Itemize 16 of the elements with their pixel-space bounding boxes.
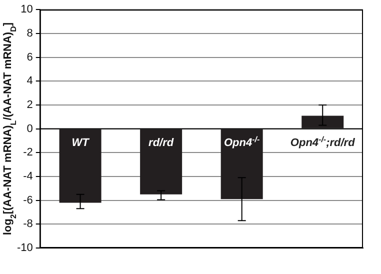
y-tick-label: 8 [26,27,33,40]
x-tick-label: Opn4-/- [224,134,260,149]
y-tick-label: -4 [23,170,33,183]
x-tick-label: WT [72,136,90,149]
x-tick-label: Opn4-/-;rd/rd [290,134,356,149]
y-tick-label: -6 [23,194,33,206]
y-tick-label: -8 [23,218,33,230]
y-tick-label: -10 [16,242,33,254]
y-axis-title: log2[(AA-NAT mRNA)L/(AA-NAT mRNA)D] [2,22,18,236]
y-tick-label: 10 [20,4,33,16]
y-tick-label: -2 [23,146,33,159]
x-tick-label: rd/rd [148,136,174,149]
y-tick-label: 0 [26,122,33,135]
y-tick-label: 4 [26,75,33,88]
y-tick-label: 6 [26,51,33,64]
y-tick-label: 2 [26,98,33,111]
